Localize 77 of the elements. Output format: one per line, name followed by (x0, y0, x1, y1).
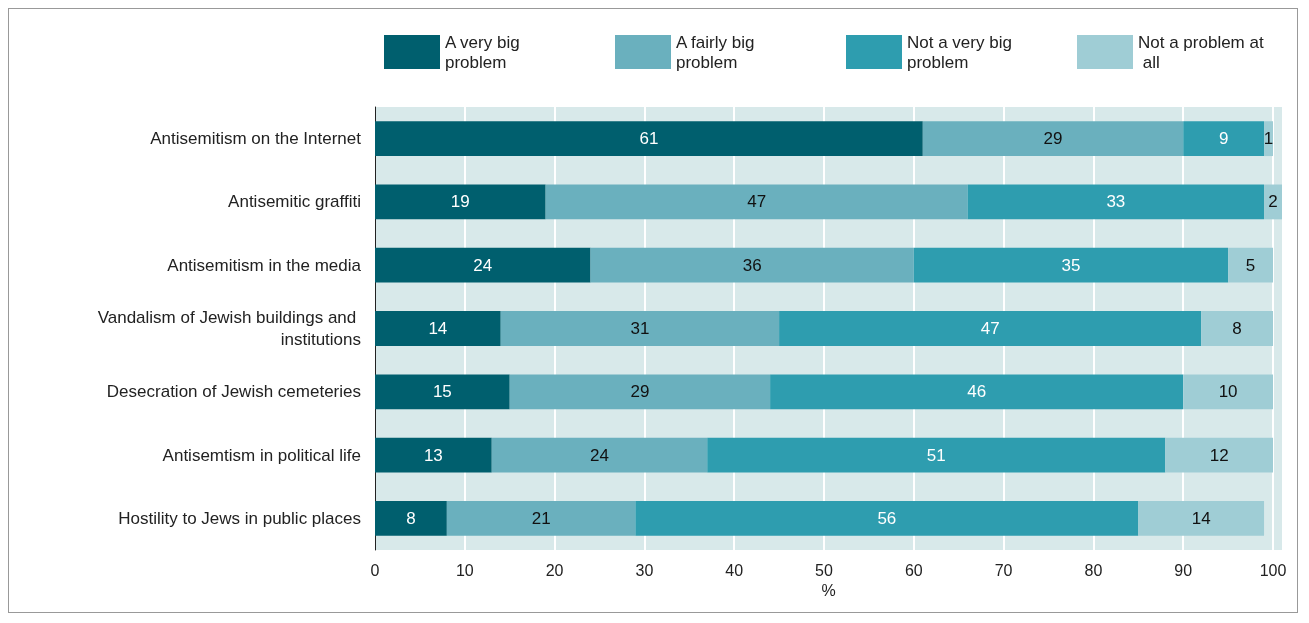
x-tick-label: 60 (904, 561, 923, 579)
data-label: 8 (406, 508, 416, 528)
x-tick-label: 40 (725, 561, 744, 579)
data-label: 8 (1232, 319, 1242, 338)
bar (1183, 121, 1265, 157)
data-label: 24 (473, 255, 493, 275)
data-label: 47 (980, 319, 1000, 338)
legend-label: A very big problem (445, 32, 525, 72)
x-tick-label: 0 (370, 561, 380, 579)
data-label: 29 (1043, 129, 1063, 149)
x-tick-label: 80 (1084, 561, 1103, 579)
data-label: 9 (1218, 129, 1229, 149)
y-tick-label: Vandalism of Jewish buildings and institutions (97, 308, 361, 349)
bar (491, 437, 708, 473)
bar (500, 311, 780, 346)
data-label: 51 (926, 445, 946, 465)
bar (770, 374, 1184, 410)
data-label: 36 (742, 255, 762, 275)
x-tick-label: 70 (994, 561, 1013, 579)
y-tick-label: Desecration of Jewish cemeteries (106, 382, 361, 402)
x-axis-title: % (821, 582, 836, 600)
data-label: 21 (531, 508, 551, 528)
data-label: 14 (428, 319, 448, 338)
bar (1201, 311, 1274, 346)
legend-label: Not a very big problem (907, 32, 1017, 72)
bar (707, 437, 1166, 473)
data-label: 29 (630, 382, 650, 402)
x-tick-label: 30 (635, 561, 654, 579)
data-label: 19 (450, 192, 470, 212)
y-tick-label: Hostility to Jews in public places (118, 508, 361, 528)
data-label: 24 (590, 445, 609, 465)
x-tick-label: 50 (815, 561, 834, 579)
data-label: 12 (1209, 445, 1229, 465)
y-tick-label: Antisemitism in the media (167, 255, 362, 275)
bar (635, 500, 1139, 536)
bar (375, 437, 492, 473)
bar (375, 184, 546, 220)
legend-label: A fairly big problem (676, 32, 760, 72)
data-label: 46 (967, 382, 987, 402)
bar (446, 500, 636, 536)
data-label: 1 (1263, 129, 1274, 149)
bar (967, 184, 1265, 220)
bar (375, 500, 447, 536)
x-tick-label: 100 (1259, 561, 1287, 579)
data-label: 5 (1245, 255, 1256, 275)
data-label: 47 (747, 192, 767, 212)
bar (1138, 500, 1265, 536)
bar (1183, 374, 1274, 410)
data-label: 35 (1061, 255, 1081, 275)
data-label: 15 (432, 382, 452, 402)
data-label: 31 (630, 319, 650, 338)
legend-label: Not a problem at all (1138, 32, 1264, 72)
bar (913, 247, 1229, 283)
bar (1165, 437, 1274, 473)
bar (545, 184, 968, 220)
bar (375, 121, 923, 157)
bar (590, 247, 914, 283)
bar (779, 311, 1202, 346)
y-tick-label: Antisemitic graffiti (228, 192, 361, 212)
x-tick-label: 10 (455, 561, 474, 579)
bar (922, 121, 1184, 157)
bar (375, 247, 591, 283)
x-tick-label: 20 (545, 561, 564, 579)
x-tick-label: 90 (1174, 561, 1193, 579)
data-label: 14 (1191, 508, 1211, 528)
data-label: 10 (1218, 382, 1238, 402)
data-label: 56 (877, 508, 897, 528)
bar (509, 374, 771, 410)
bar (1228, 247, 1274, 283)
data-label: 2 (1268, 192, 1278, 212)
data-label: 61 (639, 129, 659, 149)
y-tick-label: Antisemitism on the Internet (150, 129, 362, 149)
y-tick-label: Antisemtism in political life (162, 445, 361, 465)
bar (375, 311, 501, 346)
bar (375, 374, 510, 410)
data-label: 13 (423, 445, 443, 465)
data-label: 33 (1106, 192, 1126, 212)
